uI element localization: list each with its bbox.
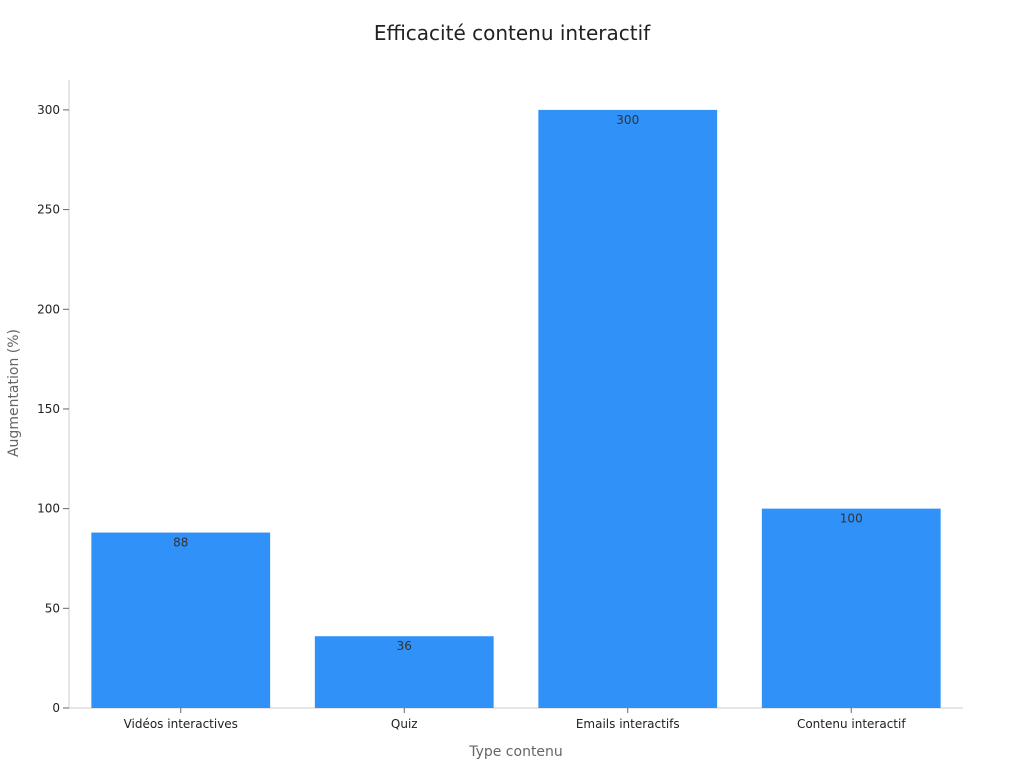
bar-value-label: 300	[616, 113, 639, 127]
y-axis-label: Augmentation (%)	[6, 329, 22, 457]
y-tick-label: 150	[37, 402, 60, 416]
y-tick-label: 0	[52, 701, 60, 715]
bar	[761, 508, 941, 708]
x-tick-label: Vidéos interactives	[124, 717, 238, 731]
bar-value-label: 88	[173, 536, 188, 550]
bar	[538, 109, 718, 708]
bar	[91, 532, 271, 708]
x-tick-label: Contenu interactif	[797, 717, 906, 731]
chart-title: Efficacité contenu interactif	[374, 21, 651, 45]
x-axis: Vidéos interactives Quiz Emails interactif…	[69, 707, 963, 731]
y-tick-label: 250	[37, 203, 60, 217]
y-tick-label: 100	[37, 502, 60, 516]
y-tick-label: 50	[45, 601, 60, 615]
x-tick-label: Emails interactifs	[576, 717, 680, 731]
bar-value-label: 36	[397, 639, 412, 653]
bar-value-label: 100	[840, 512, 863, 526]
x-tick-label: Quiz	[391, 717, 418, 731]
bars-group	[91, 109, 941, 708]
y-axis: 0 50 100 150 200 250 300	[37, 80, 70, 715]
y-tick-label: 200	[37, 302, 60, 316]
bar	[314, 636, 494, 708]
data-labels-group: 88 36 300 100	[173, 113, 863, 653]
x-axis-label: Type contenu	[468, 744, 563, 760]
y-tick-label: 300	[37, 103, 60, 117]
